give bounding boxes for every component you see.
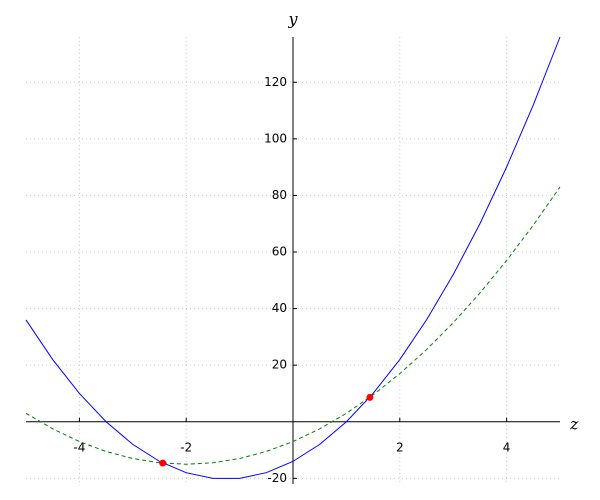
axes: -4 -2 2 4 -20 20 40 60 80 100 120 (26, 37, 560, 485)
x-tick-label: 2 (396, 440, 404, 454)
x-tick-label: 4 (503, 440, 511, 454)
intersection-point (366, 393, 374, 401)
y-axis-label: y (287, 10, 298, 29)
y-tick-label: 120 (264, 75, 287, 89)
x-axis-label: z (569, 415, 579, 434)
y-tick-label: 40 (272, 301, 287, 315)
y-tick-label: 60 (272, 245, 287, 259)
y-tick-label: 20 (272, 358, 287, 372)
x-tick-label: -2 (180, 440, 192, 454)
y-tick-label: 80 (272, 188, 287, 202)
curve (25, 186, 561, 465)
curve (25, 36, 561, 479)
grid (26, 37, 560, 484)
intersection-point (159, 459, 167, 467)
x-tick-label: -4 (73, 440, 85, 454)
marks (25, 36, 561, 479)
y-tick-label: 100 (264, 131, 287, 145)
y-tick-label: -20 (267, 471, 287, 485)
